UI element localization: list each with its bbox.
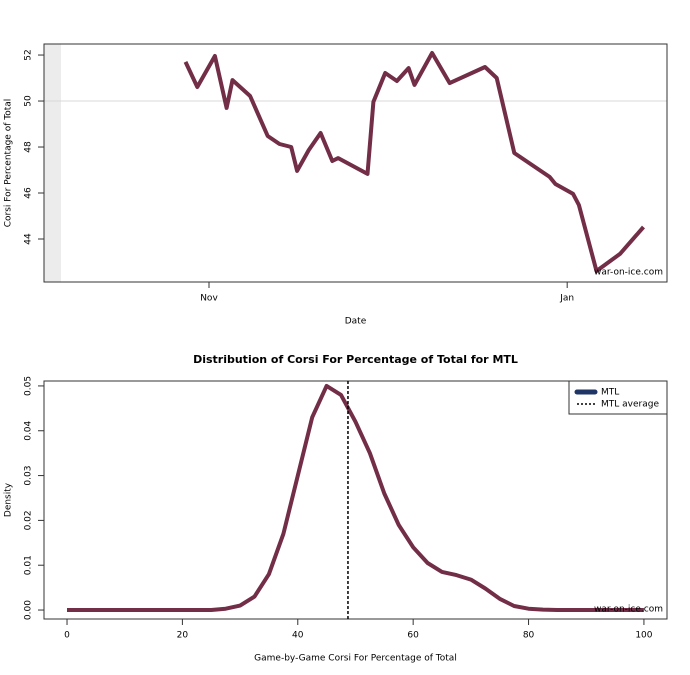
y-axis-label: Corsi For Percentage of Total bbox=[4, 99, 14, 228]
y-tick-label: 0.00 bbox=[24, 600, 34, 620]
shaded-band bbox=[44, 44, 61, 282]
legend-box bbox=[568, 380, 668, 415]
watermark: war-on-ice.com bbox=[594, 605, 663, 615]
legend-label: MTL bbox=[601, 388, 619, 398]
plot-frame bbox=[43, 43, 668, 283]
data-line bbox=[183, 51, 646, 273]
y-tick-label: 0.05 bbox=[24, 376, 34, 396]
plot-frame bbox=[43, 380, 668, 620]
watermark: war-on-ice.com bbox=[594, 268, 663, 278]
legend-label: MTL average bbox=[601, 400, 659, 410]
x-tick-label: 60 bbox=[407, 631, 419, 641]
x-tick-label: Jan bbox=[559, 294, 574, 304]
y-tick-label: 0.01 bbox=[24, 555, 34, 575]
x-tick-label: 100 bbox=[635, 631, 652, 641]
y-tick-label: 48 bbox=[24, 141, 34, 153]
y-axis-label: Density bbox=[4, 482, 14, 517]
y-tick-label: 0.04 bbox=[24, 420, 34, 440]
chart-title: Distribution of Corsi For Percentage of … bbox=[193, 353, 518, 366]
x-axis-label: Game-by-Game Corsi For Percentage of Tot… bbox=[254, 654, 457, 664]
x-tick-label: 80 bbox=[523, 631, 535, 641]
y-tick-label: 46 bbox=[24, 187, 34, 199]
y-tick-label: 50 bbox=[24, 95, 34, 107]
y-tick-label: 44 bbox=[24, 233, 34, 245]
x-axis-label: Date bbox=[345, 317, 367, 327]
data-line bbox=[67, 383, 644, 612]
x-tick-label: 20 bbox=[177, 631, 189, 641]
y-tick-label: 52 bbox=[24, 49, 34, 60]
x-tick-label: Nov bbox=[200, 294, 218, 304]
y-tick-label: 0.03 bbox=[24, 466, 34, 486]
y-tick-label: 0.02 bbox=[24, 510, 34, 530]
x-tick-label: 0 bbox=[64, 631, 70, 641]
x-tick-label: 40 bbox=[292, 631, 304, 641]
